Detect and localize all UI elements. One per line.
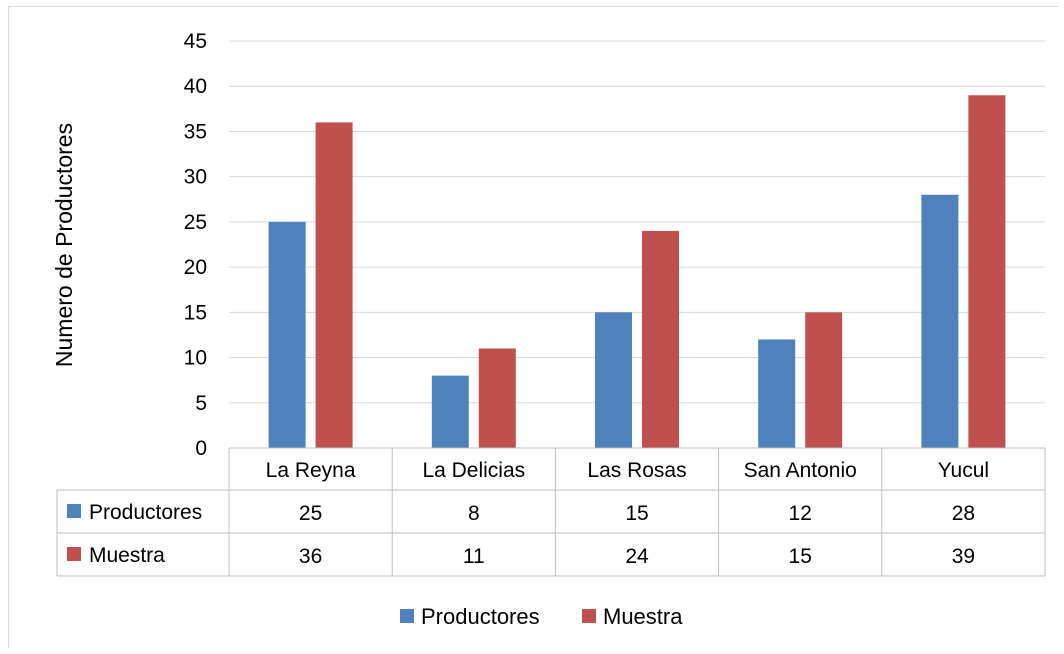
y-tick-label: 45: [184, 30, 207, 53]
y-tick-label: 35: [184, 120, 207, 143]
y-tick-label: 30: [184, 166, 207, 189]
bar-productores: [758, 339, 796, 448]
bar-muestra: [478, 348, 516, 448]
bar-productores: [431, 375, 469, 448]
table-cell: 12: [789, 502, 812, 525]
table-cell: 11: [463, 545, 485, 568]
table-cell: 8: [468, 502, 480, 525]
bar-productores: [595, 312, 632, 448]
bar-muestra: [968, 95, 1006, 449]
y-tick-label: 20: [184, 256, 207, 279]
table-cell: 15: [789, 545, 812, 568]
table-cell: 25: [299, 502, 322, 525]
y-tick-label: 5: [195, 392, 207, 415]
bar-productores: [268, 221, 306, 448]
category-label: La Delicias: [422, 459, 525, 482]
table-series-name: Muestra: [89, 544, 165, 567]
bar-muestra: [805, 312, 843, 448]
bars: [268, 95, 1006, 449]
y-tick-label: 40: [184, 75, 207, 98]
category-label: La Reyna: [266, 459, 356, 482]
y-axis-ticks: 0 5 10 15 20 25 30 35 40 45: [184, 30, 207, 460]
bar-productores: [921, 194, 959, 448]
bar-muestra: [315, 122, 353, 449]
legend-label-productores: Productores: [421, 604, 540, 629]
legend: Productores Muestra: [400, 604, 683, 629]
table-cell: 36: [299, 545, 322, 568]
category-label: San Antonio: [744, 459, 857, 482]
table-cell: 24: [625, 545, 649, 568]
table-cell: 39: [952, 545, 975, 568]
y-axis-label: Numero de Productores: [51, 123, 77, 367]
y-tick-label: 10: [184, 347, 207, 370]
table-cell: 28: [952, 502, 975, 525]
chart-frame: [8, 6, 1058, 648]
y-tick-label: 25: [184, 211, 207, 234]
data-table: La Reyna La Delicias Las Rosas San Antonio Y…: [56, 447, 1046, 577]
category-label: Las Rosas: [587, 459, 686, 482]
legend-label-muestra: Muestra: [603, 604, 683, 629]
table-series-name: Productores: [89, 501, 202, 524]
table-cell: 15: [625, 502, 648, 525]
legend-key-muestra: [582, 609, 596, 623]
table-legend-key: [67, 547, 81, 561]
y-tick-label: 0: [195, 437, 207, 460]
table-legend-key: [67, 504, 81, 518]
gridlines: [229, 40, 1045, 404]
bar-muestra: [642, 230, 679, 448]
legend-key-productores: [400, 609, 414, 623]
category-label: Yucul: [938, 459, 989, 482]
y-tick-label: 15: [184, 301, 207, 324]
